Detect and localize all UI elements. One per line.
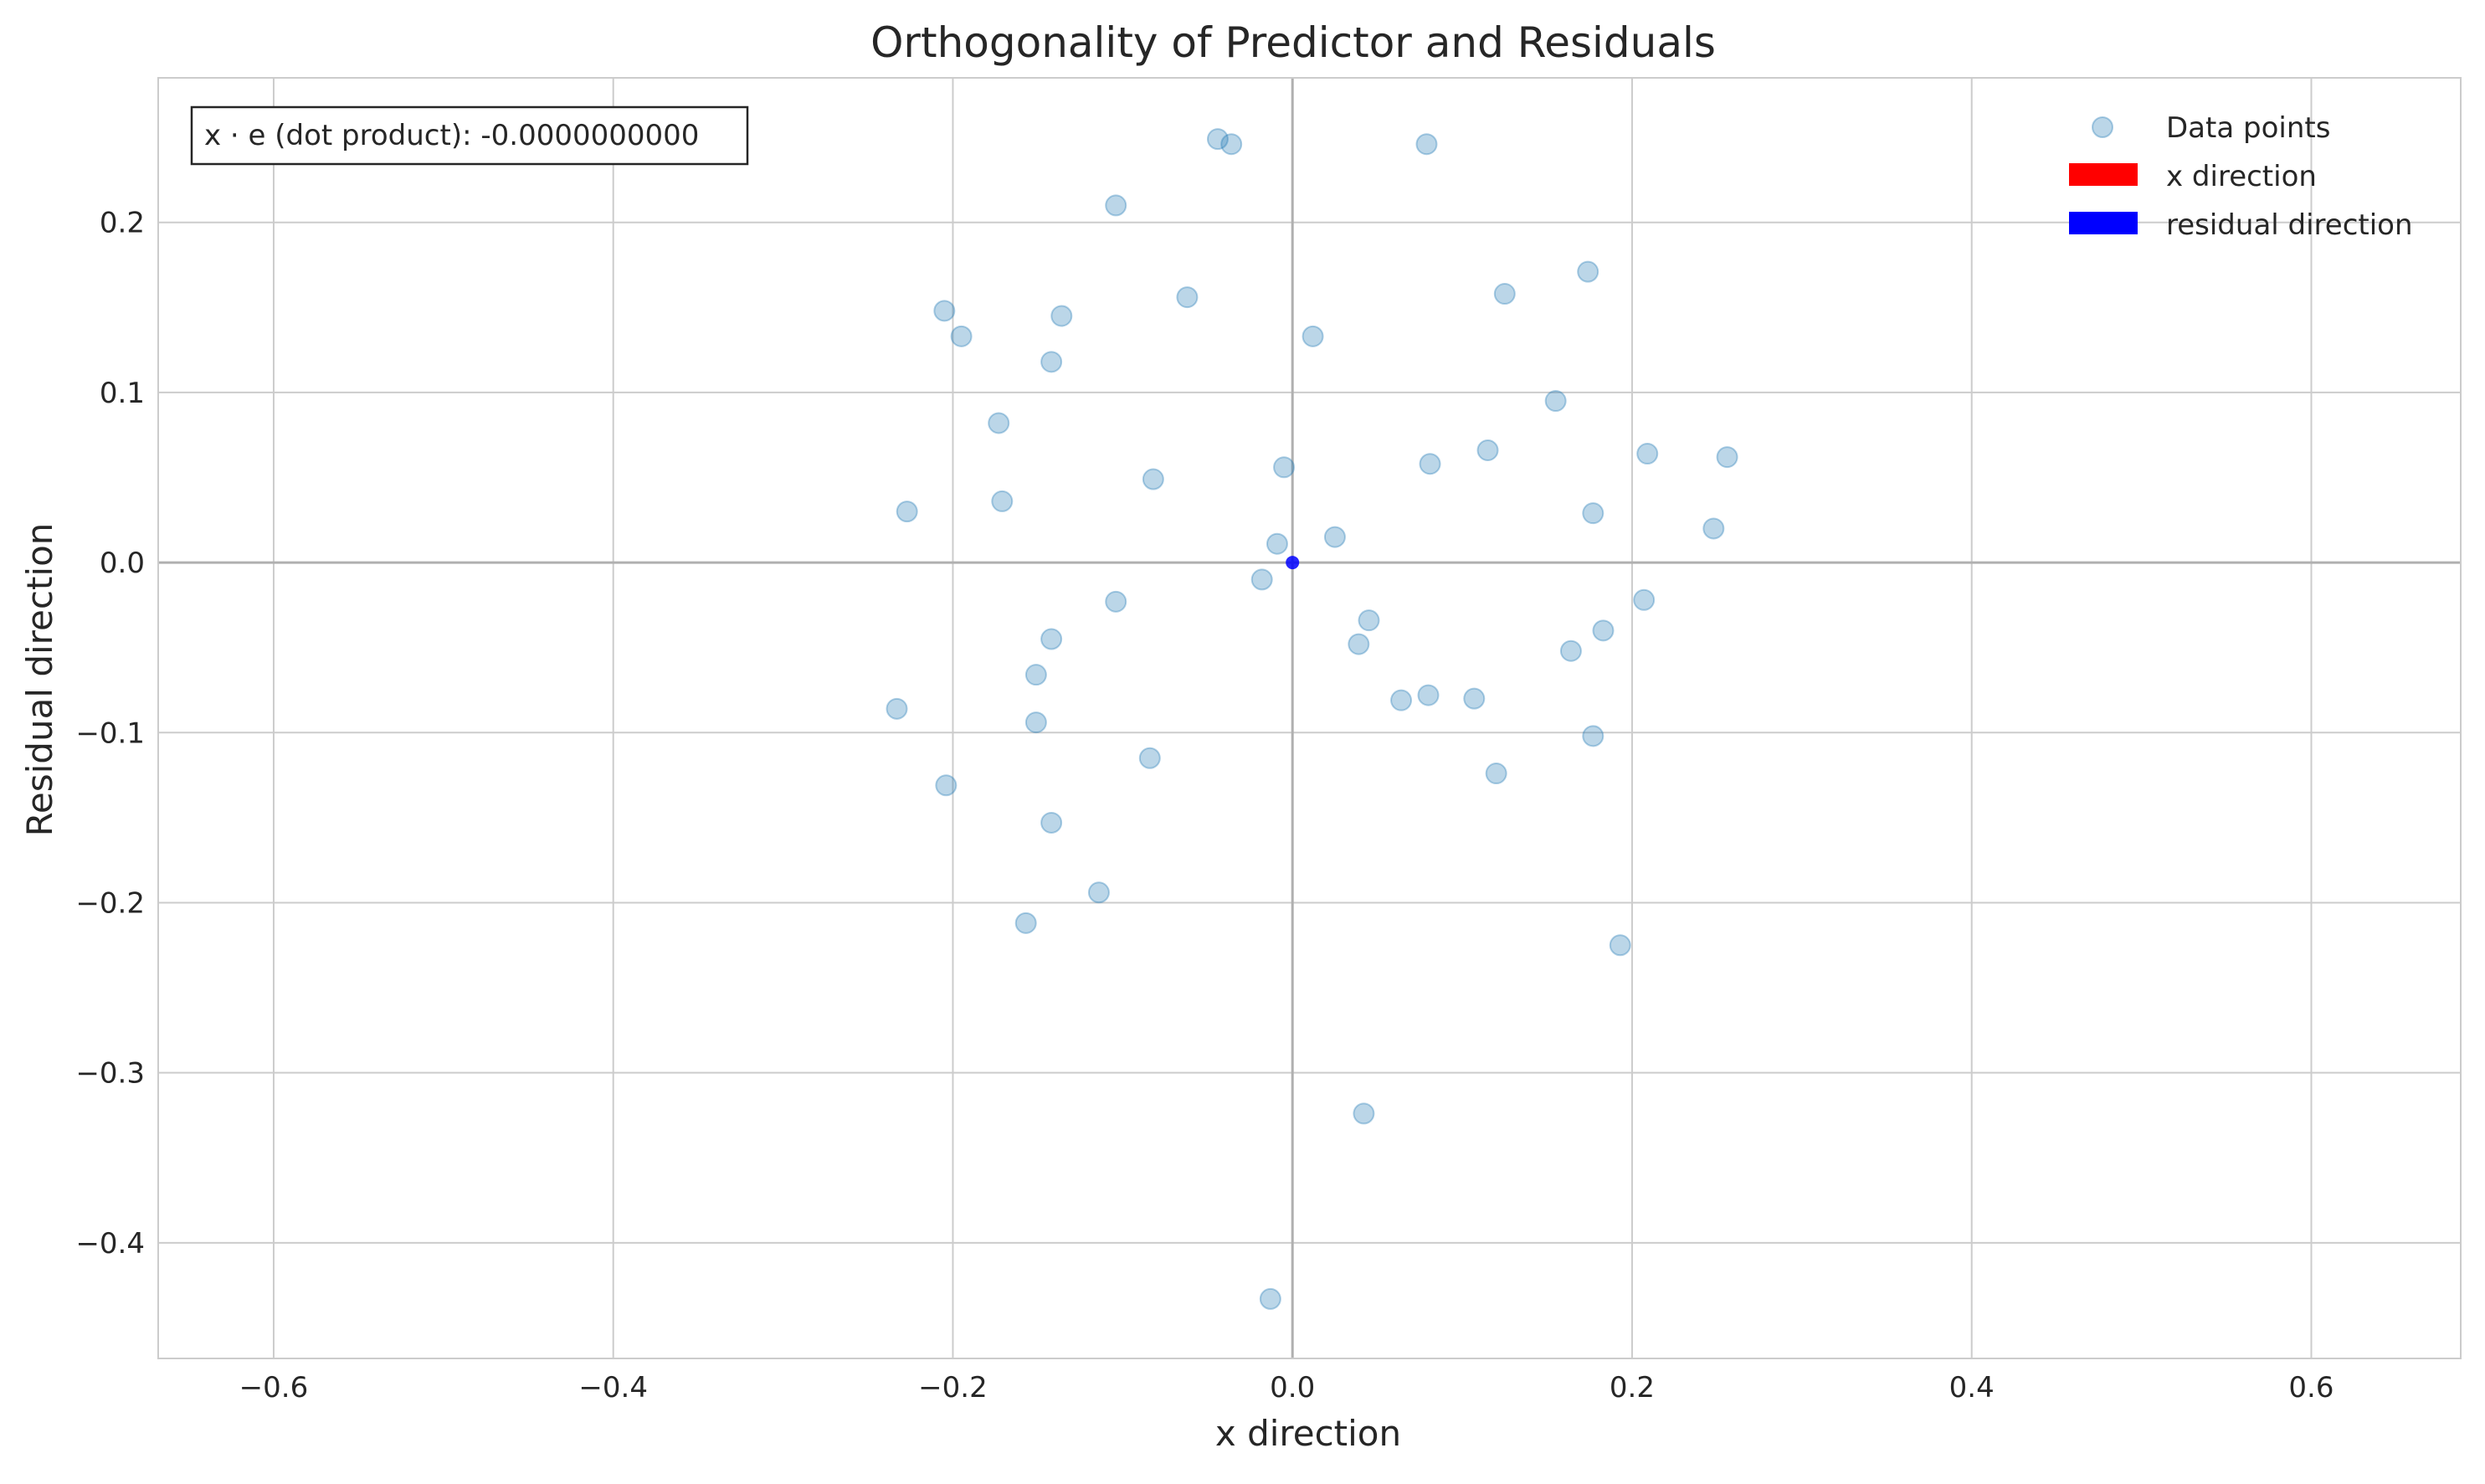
y-tick-label: −0.1 [75,716,145,750]
data-point [1273,456,1296,479]
annotation-text: x · e (dot product): -0.0000000000 [204,119,699,152]
data-point [1485,763,1507,785]
data-point [1493,283,1516,306]
data-point [1323,526,1346,548]
x-tick-label: 0.0 [1270,1371,1315,1404]
y-tick-label: 0.1 [100,377,145,410]
data-point [1559,639,1582,662]
x-tick-label: −0.6 [239,1371,309,1404]
data-point [1024,711,1047,734]
data-point [1014,911,1037,934]
x-tick-label: 0.4 [1949,1371,1995,1404]
plot-frame [157,77,2462,1359]
data-point [1476,439,1499,461]
data-point [1266,532,1288,555]
data-point [1024,664,1047,686]
data-point [988,412,1010,434]
data-point [1206,128,1229,151]
data-point [1302,325,1324,347]
y-tick-label: 0.2 [100,207,145,240]
data-point [1353,1102,1375,1125]
data-point [935,774,958,797]
data-point [1250,568,1273,591]
legend-patch-x-direction [2069,163,2138,186]
data-point [933,300,956,322]
data-point [1415,133,1438,156]
data-point [1592,619,1615,642]
legend-label-residual-direction: residual direction [2166,208,2413,242]
data-point [950,325,973,347]
data-point [1463,687,1486,710]
data-point [1417,684,1440,706]
zero-lines [158,78,2461,1358]
data-point [1544,390,1567,413]
y-tick-label: 0.0 [100,547,145,580]
data-point [1582,725,1604,747]
residual-direction-point [1286,556,1300,570]
y-tick-label: −0.4 [75,1227,145,1261]
legend: Data points x direction residual directi… [2069,111,2413,242]
data-point [1702,517,1725,540]
data-point [1050,305,1073,327]
chart-title: Orthogonality of Predictor and Residuals [870,18,1716,67]
x-tick-label: −0.2 [918,1371,988,1404]
x-tick-label: 0.2 [1610,1371,1655,1404]
y-tick-label: −0.3 [75,1057,145,1091]
data-point [1176,286,1199,309]
legend-patch-residual-direction [2069,212,2138,234]
data-point [1716,446,1738,469]
y-tick-labels: −0.4 −0.3 −0.2 −0.1 0.0 0.1 0.2 [75,207,145,1261]
data-point [1419,453,1441,475]
data-point [886,697,908,720]
legend-label-x-direction: x direction [2166,160,2317,193]
data-point [1390,689,1413,711]
x-tick-labels: −0.6 −0.4 −0.2 0.0 0.2 0.4 0.6 [239,1371,2334,1404]
dot-product-annotation: x · e (dot product): -0.0000000000 [190,105,749,166]
x-tick-label: 0.6 [2288,1371,2334,1404]
data-point [1040,351,1063,373]
data-point [1582,502,1604,525]
data-point [1040,811,1063,834]
grid-lines [158,78,2461,1358]
data-point [991,490,1014,512]
data-point [1259,1287,1281,1310]
legend-marker-data-points [2092,116,2113,138]
data-point [896,501,918,523]
data-point [1138,747,1161,769]
annotation-box [190,105,749,166]
data-point [1105,590,1127,613]
data-point [1633,588,1656,611]
data-point [1636,443,1659,465]
data-point [1348,633,1370,655]
data-points [886,128,1738,1310]
legend-label-data-points: Data points [2166,111,2330,145]
data-point [1142,468,1164,490]
data-point [1358,609,1380,632]
data-point [1577,260,1599,283]
data-point [1220,133,1243,156]
data-point [1609,934,1631,957]
origin-marker [1286,556,1300,570]
x-axis-label: x direction [1215,1413,1401,1454]
x-tick-label: −0.4 [578,1371,648,1404]
data-point [1105,194,1127,217]
data-point [1087,881,1110,904]
y-tick-label: −0.2 [75,886,145,920]
data-point [1040,628,1063,650]
y-axis-label: Residual direction [19,523,60,837]
